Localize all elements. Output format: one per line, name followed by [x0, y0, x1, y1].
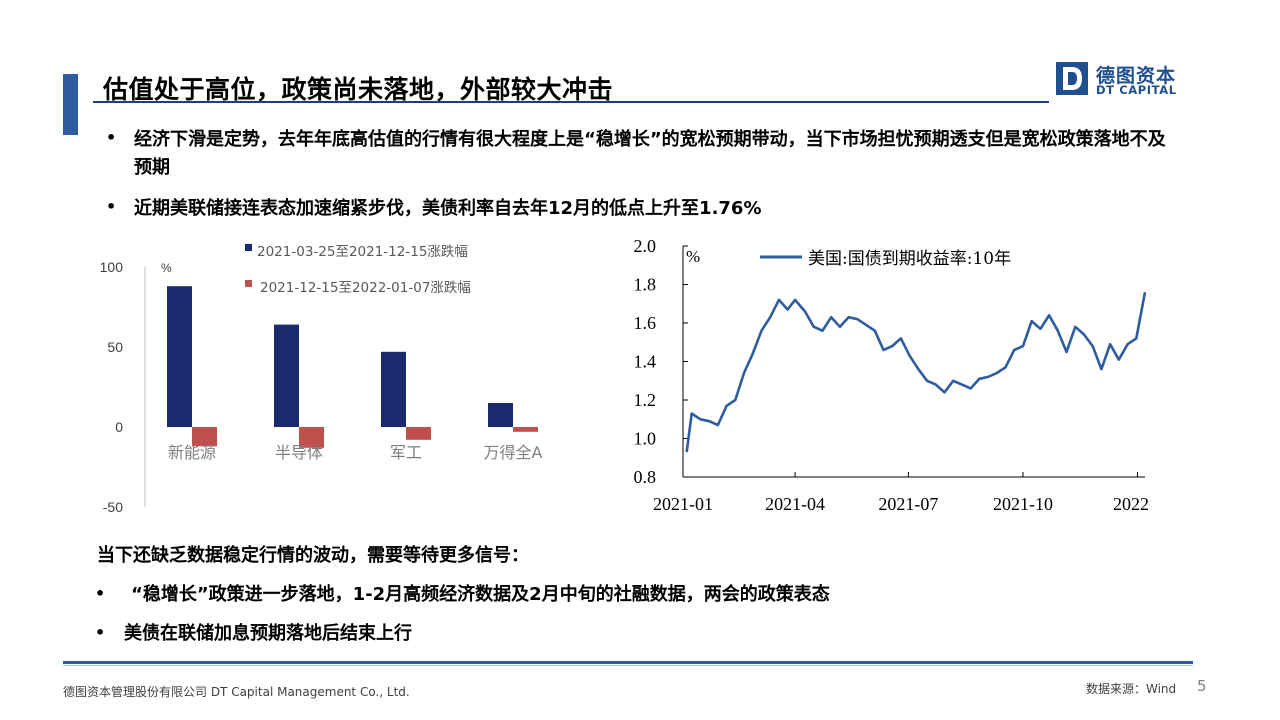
category-label: 万得全A — [484, 443, 543, 462]
accent-bar — [63, 74, 78, 135]
y-tick-label: 1.6 — [634, 313, 657, 333]
y-tick-label: 1.0 — [634, 429, 657, 449]
bar — [274, 324, 299, 427]
page-title: 估值处于高位，政策尚未落地，外部较大冲击 — [103, 75, 614, 104]
bar — [381, 351, 406, 427]
bar — [488, 403, 513, 427]
legend-swatch — [245, 244, 252, 251]
data-source: 数据来源：Wind — [1086, 682, 1177, 696]
legend-label: 2021-03-25至2021-12-15涨跌幅 — [257, 244, 468, 260]
y-tick-label: 0.8 — [634, 467, 657, 487]
bullet-dot: • — [95, 584, 106, 603]
section-heading: 当下还缺乏数据稳定行情的波动，需要等待更多信号： — [97, 545, 529, 566]
y-tick-label: 1.4 — [634, 352, 657, 372]
line-chart: 2.0 1.8 1.6 1.4 1.2 1.0 0.8 2021-01 2021-04 2021-… — [634, 236, 1150, 514]
bullet-text-1: 经济下滑是定势，去年年底高估值的行情有很大程度上是“稳增长”的宽松预期带动，当下… — [134, 129, 1166, 178]
y-unit-label: % — [686, 247, 700, 266]
bullet-dot: • — [95, 623, 106, 642]
bullet-text-3: “稳增长”政策进一步落地，1-2月高频经济数据及2月中旬的社融数据，两会的政策表… — [131, 584, 830, 605]
page-number: 5 — [1197, 677, 1207, 695]
title-divider — [93, 101, 1049, 103]
legend-swatch — [245, 280, 252, 287]
bullet-dot: • — [106, 197, 117, 216]
y-tick-label: -50 — [103, 499, 123, 515]
company-logo: 德图资本 DT CAPITAL — [1056, 62, 1186, 98]
y-tick-label: 2.0 — [634, 236, 657, 256]
legend-label: 美国:国债到期收益率:10年 — [808, 249, 1011, 269]
dt-logo-icon — [1056, 62, 1088, 95]
bullet-text-4: 美债在联储加息预期落地后结束上行 — [124, 623, 412, 644]
bar — [406, 427, 431, 440]
bullet-text-2: 近期美联储接连表态加速缩紧步伐，美债利率自去年12月的低点上升至1.76% — [134, 198, 762, 219]
category-label: 军工 — [390, 443, 422, 462]
logo-text-en: DT CAPITAL — [1096, 83, 1177, 97]
legend-label: 2021-12-15至2022-01-07涨跌幅 — [260, 280, 471, 296]
y-tick-label: 1.2 — [634, 390, 657, 410]
footer-divider — [63, 661, 1193, 664]
bar — [513, 427, 538, 432]
bar — [299, 427, 324, 448]
y-tick-label: 0 — [115, 419, 123, 435]
bar — [192, 427, 217, 447]
footer-company: 德图资本管理股份有限公司 DT Capital Management Co., … — [63, 685, 410, 699]
y-unit-label: % — [161, 261, 172, 275]
x-tick-label: 2021-07 — [878, 494, 938, 514]
bar-chart: 100 50 0 -50% 新能源 半导体 军工 万得全A 2021-03-25至2021-12… — [100, 244, 543, 515]
bar — [167, 286, 192, 427]
logo-text-cn: 德图资本 — [1096, 65, 1177, 87]
footer-divider-thin — [63, 665, 1193, 666]
category-label: 新能源 — [168, 443, 216, 462]
bullet-dot: • — [106, 128, 117, 147]
x-tick-label: 2021-10 — [993, 494, 1053, 514]
x-tick-label: 2021-04 — [765, 494, 825, 514]
y-tick-label: 100 — [100, 259, 124, 275]
x-tick-label: 2022 — [1113, 494, 1149, 514]
series-line — [685, 291, 1147, 453]
y-tick-label: 50 — [107, 339, 123, 355]
y-tick-label: 1.8 — [634, 275, 657, 295]
category-label: 半导体 — [275, 443, 323, 462]
x-tick-label: 2021-01 — [653, 494, 713, 514]
